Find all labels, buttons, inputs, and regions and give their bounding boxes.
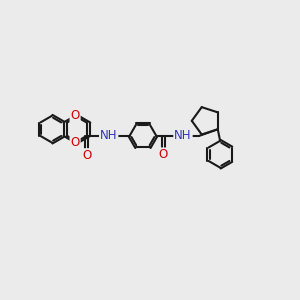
Text: O: O xyxy=(70,136,80,149)
Text: O: O xyxy=(70,109,80,122)
Text: NH: NH xyxy=(174,129,192,142)
Text: O: O xyxy=(82,149,91,162)
Text: NH: NH xyxy=(100,129,117,142)
Text: O: O xyxy=(159,148,168,161)
